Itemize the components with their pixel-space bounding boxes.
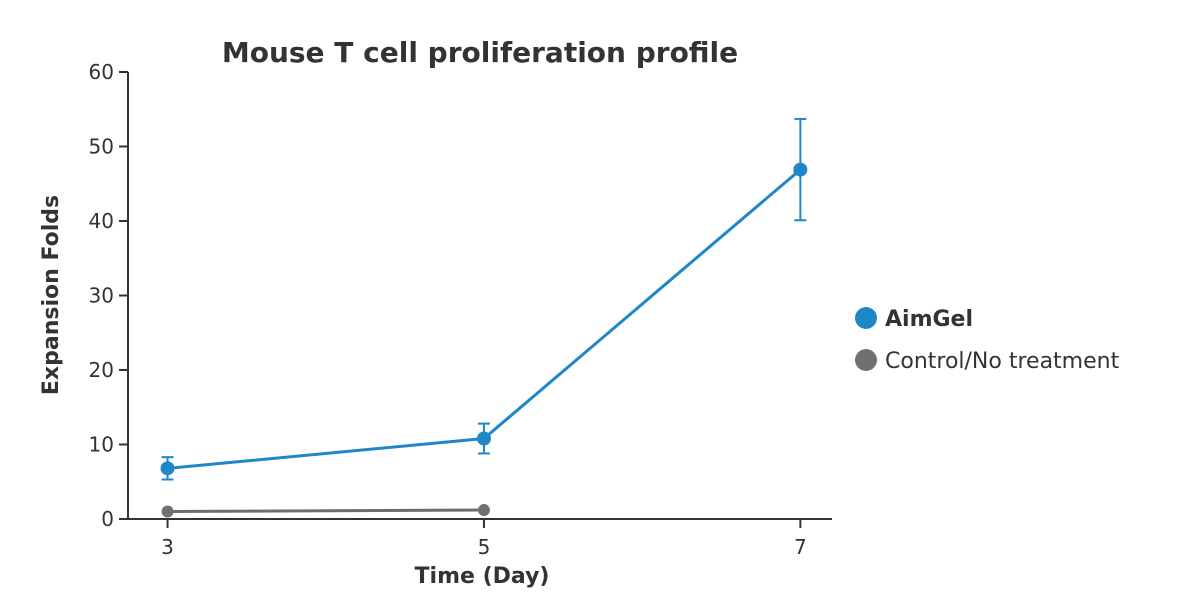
y-tick-label: 10 (89, 433, 114, 457)
x-tick-label: 5 (478, 535, 491, 559)
data-point (161, 505, 174, 518)
y-axis-label: Expansion Folds (39, 195, 64, 395)
x-tick-label: 3 (161, 535, 174, 559)
legend-label: Control/No treatment (885, 349, 1120, 374)
x-tick-label: 7 (794, 535, 807, 559)
series-aimgel (160, 117, 808, 481)
chart-title: Mouse T cell proliferation profile (222, 36, 738, 69)
legend: AimGel Control/No treatment (855, 307, 1120, 374)
y-tick-label: 60 (89, 60, 114, 84)
y-tick-label: 20 (89, 358, 114, 382)
x-axis-ticks: 3 5 7 (161, 519, 807, 559)
y-tick-label: 50 (89, 135, 114, 159)
y-tick-label: 0 (101, 507, 114, 531)
y-tick-label: 40 (89, 209, 114, 233)
data-point (477, 504, 490, 517)
y-tick-label: 30 (89, 284, 114, 308)
legend-label: AimGel (885, 307, 973, 332)
series-line (167, 508, 484, 514)
x-axis-label: Time (Day) (415, 564, 550, 589)
y-axis-ticks: 0 10 20 30 40 50 60 (89, 60, 128, 531)
data-point (793, 162, 808, 177)
plot-area (160, 117, 808, 518)
series-control (161, 504, 490, 518)
data-point (160, 461, 175, 476)
legend-marker (855, 349, 877, 371)
data-point (476, 431, 491, 446)
legend-marker (855, 307, 877, 329)
